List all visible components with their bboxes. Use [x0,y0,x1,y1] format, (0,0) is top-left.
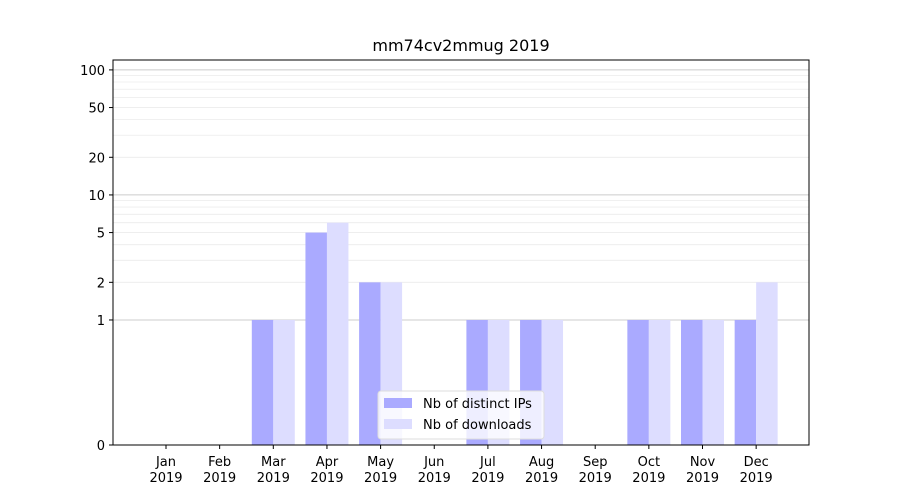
x-tick-label-month: Feb [208,455,231,470]
bar-downloads [648,319,671,445]
bar-downloads [756,282,778,445]
x-tick-label-month: Aug [529,455,554,470]
y-tick-label: 50 [88,102,105,117]
legend-swatch [384,398,412,408]
y-tick-label: 10 [88,189,105,204]
bar-ips [627,319,649,445]
bar-downloads [273,319,295,445]
x-tick-label-month: May [367,455,394,470]
bar-ips [251,319,274,445]
x-tick-label-year: 2019 [149,471,182,486]
x-tick-label-year: 2019 [740,471,773,486]
chart-title: mm74cv2mmug 2019 [372,36,549,55]
bar-downloads [326,222,349,445]
x-tick-label-year: 2019 [632,471,665,486]
x-tick-label-year: 2019 [471,471,504,486]
plot-frame [112,59,810,446]
x-tick-label-year: 2019 [364,471,397,486]
x-tick-label-year: 2019 [579,471,612,486]
y-axis: 0 1 2 5 10 20 50 100 [80,64,113,454]
x-tick-label-year: 2019 [257,471,290,486]
bar-downloads [702,319,724,445]
y-tick-label: 100 [80,64,105,79]
x-tick-label-year: 2019 [203,471,236,486]
x-tick-label-year: 2019 [525,471,558,486]
legend: Nb of distinct IPs Nb of downloads [377,390,545,440]
bar-ips [359,282,381,445]
y-tick-label: 1 [97,314,105,329]
bar-ips [734,319,757,445]
x-tick-label-month: Sep [583,455,608,470]
y-tick-label: 0 [97,439,105,454]
x-tick-label-month: Mar [261,455,286,470]
x-tick-label-month: Jun [423,455,444,470]
x-tick-label-month: Oct [638,455,660,470]
bar-ips [305,232,327,445]
legend-box [377,390,545,440]
y-tick-label: 20 [88,151,105,166]
y-tick-label: 5 [97,227,105,242]
legend-label: Nb of downloads [423,418,532,433]
x-tick-label-month: Apr [316,455,339,470]
y-tick-label: 2 [97,276,105,291]
legend-label: Nb of distinct IPs [423,397,532,412]
x-axis: Jan2019Feb2019Mar2019Apr2019May2019Jun20… [149,445,773,486]
x-tick-label-month: Jul [479,455,496,470]
x-tick-label-year: 2019 [418,471,451,486]
bar-downloads [541,319,564,445]
x-tick-label-month: Nov [690,455,716,470]
x-tick-label-year: 2019 [310,471,343,486]
x-tick-label-year: 2019 [686,471,719,486]
x-tick-label-month: Dec [744,455,769,470]
grid-lines [113,69,809,321]
legend-swatch [384,419,412,429]
bar-ips [681,319,703,445]
x-tick-label-month: Jan [155,455,176,470]
